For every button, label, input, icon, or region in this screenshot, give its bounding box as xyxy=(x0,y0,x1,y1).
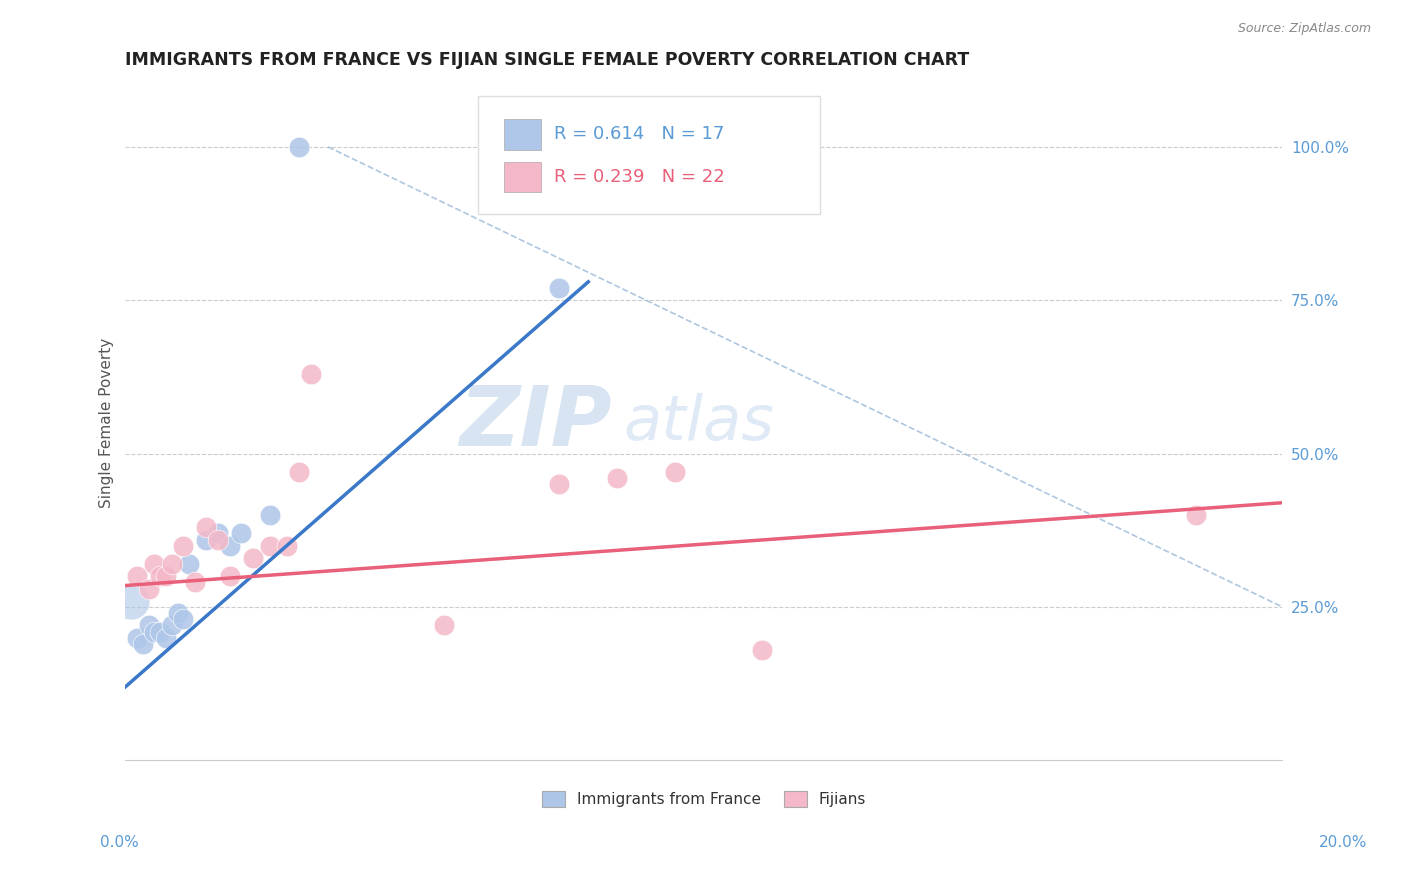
Point xyxy=(207,533,229,547)
Point xyxy=(195,533,218,547)
Point xyxy=(606,471,628,485)
Point xyxy=(259,539,281,553)
Text: 20.0%: 20.0% xyxy=(1319,836,1367,850)
Bar xyxy=(503,120,541,150)
Point xyxy=(155,569,177,583)
Point xyxy=(195,520,218,534)
Text: atlas: atlas xyxy=(623,393,773,453)
Point xyxy=(288,465,311,479)
Point xyxy=(1184,508,1206,522)
Point xyxy=(751,643,773,657)
Y-axis label: Single Female Poverty: Single Female Poverty xyxy=(100,338,114,508)
Point xyxy=(242,550,264,565)
Point xyxy=(299,367,322,381)
Text: 0.0%: 0.0% xyxy=(100,836,139,850)
Point xyxy=(276,539,298,553)
Text: Source: ZipAtlas.com: Source: ZipAtlas.com xyxy=(1237,22,1371,36)
Point xyxy=(143,557,166,571)
Point xyxy=(218,539,240,553)
Point xyxy=(149,569,172,583)
Bar xyxy=(503,161,541,192)
Point xyxy=(160,557,183,571)
Point xyxy=(177,557,200,571)
Point xyxy=(433,618,456,632)
Point xyxy=(125,569,148,583)
Point xyxy=(132,637,155,651)
Point xyxy=(125,631,148,645)
Point xyxy=(143,624,166,639)
Point xyxy=(548,477,571,491)
Text: IMMIGRANTS FROM FRANCE VS FIJIAN SINGLE FEMALE POVERTY CORRELATION CHART: IMMIGRANTS FROM FRANCE VS FIJIAN SINGLE … xyxy=(125,51,970,69)
Point xyxy=(548,281,571,295)
Point xyxy=(218,569,240,583)
Point xyxy=(155,631,177,645)
Text: R = 0.239   N = 22: R = 0.239 N = 22 xyxy=(554,168,724,186)
Point xyxy=(207,526,229,541)
Point xyxy=(231,526,253,541)
Point xyxy=(138,618,160,632)
Point xyxy=(259,508,281,522)
Point xyxy=(120,594,142,608)
Legend: Immigrants from France, Fijians: Immigrants from France, Fijians xyxy=(536,785,872,814)
Point xyxy=(149,624,172,639)
Point xyxy=(184,575,207,590)
FancyBboxPatch shape xyxy=(478,95,820,214)
Point xyxy=(172,612,194,626)
Point xyxy=(664,465,686,479)
Point xyxy=(166,606,188,620)
Text: ZIP: ZIP xyxy=(458,383,612,464)
Point xyxy=(138,582,160,596)
Point xyxy=(172,539,194,553)
Point xyxy=(288,140,311,154)
Point xyxy=(160,618,183,632)
Text: R = 0.614   N = 17: R = 0.614 N = 17 xyxy=(554,125,724,143)
